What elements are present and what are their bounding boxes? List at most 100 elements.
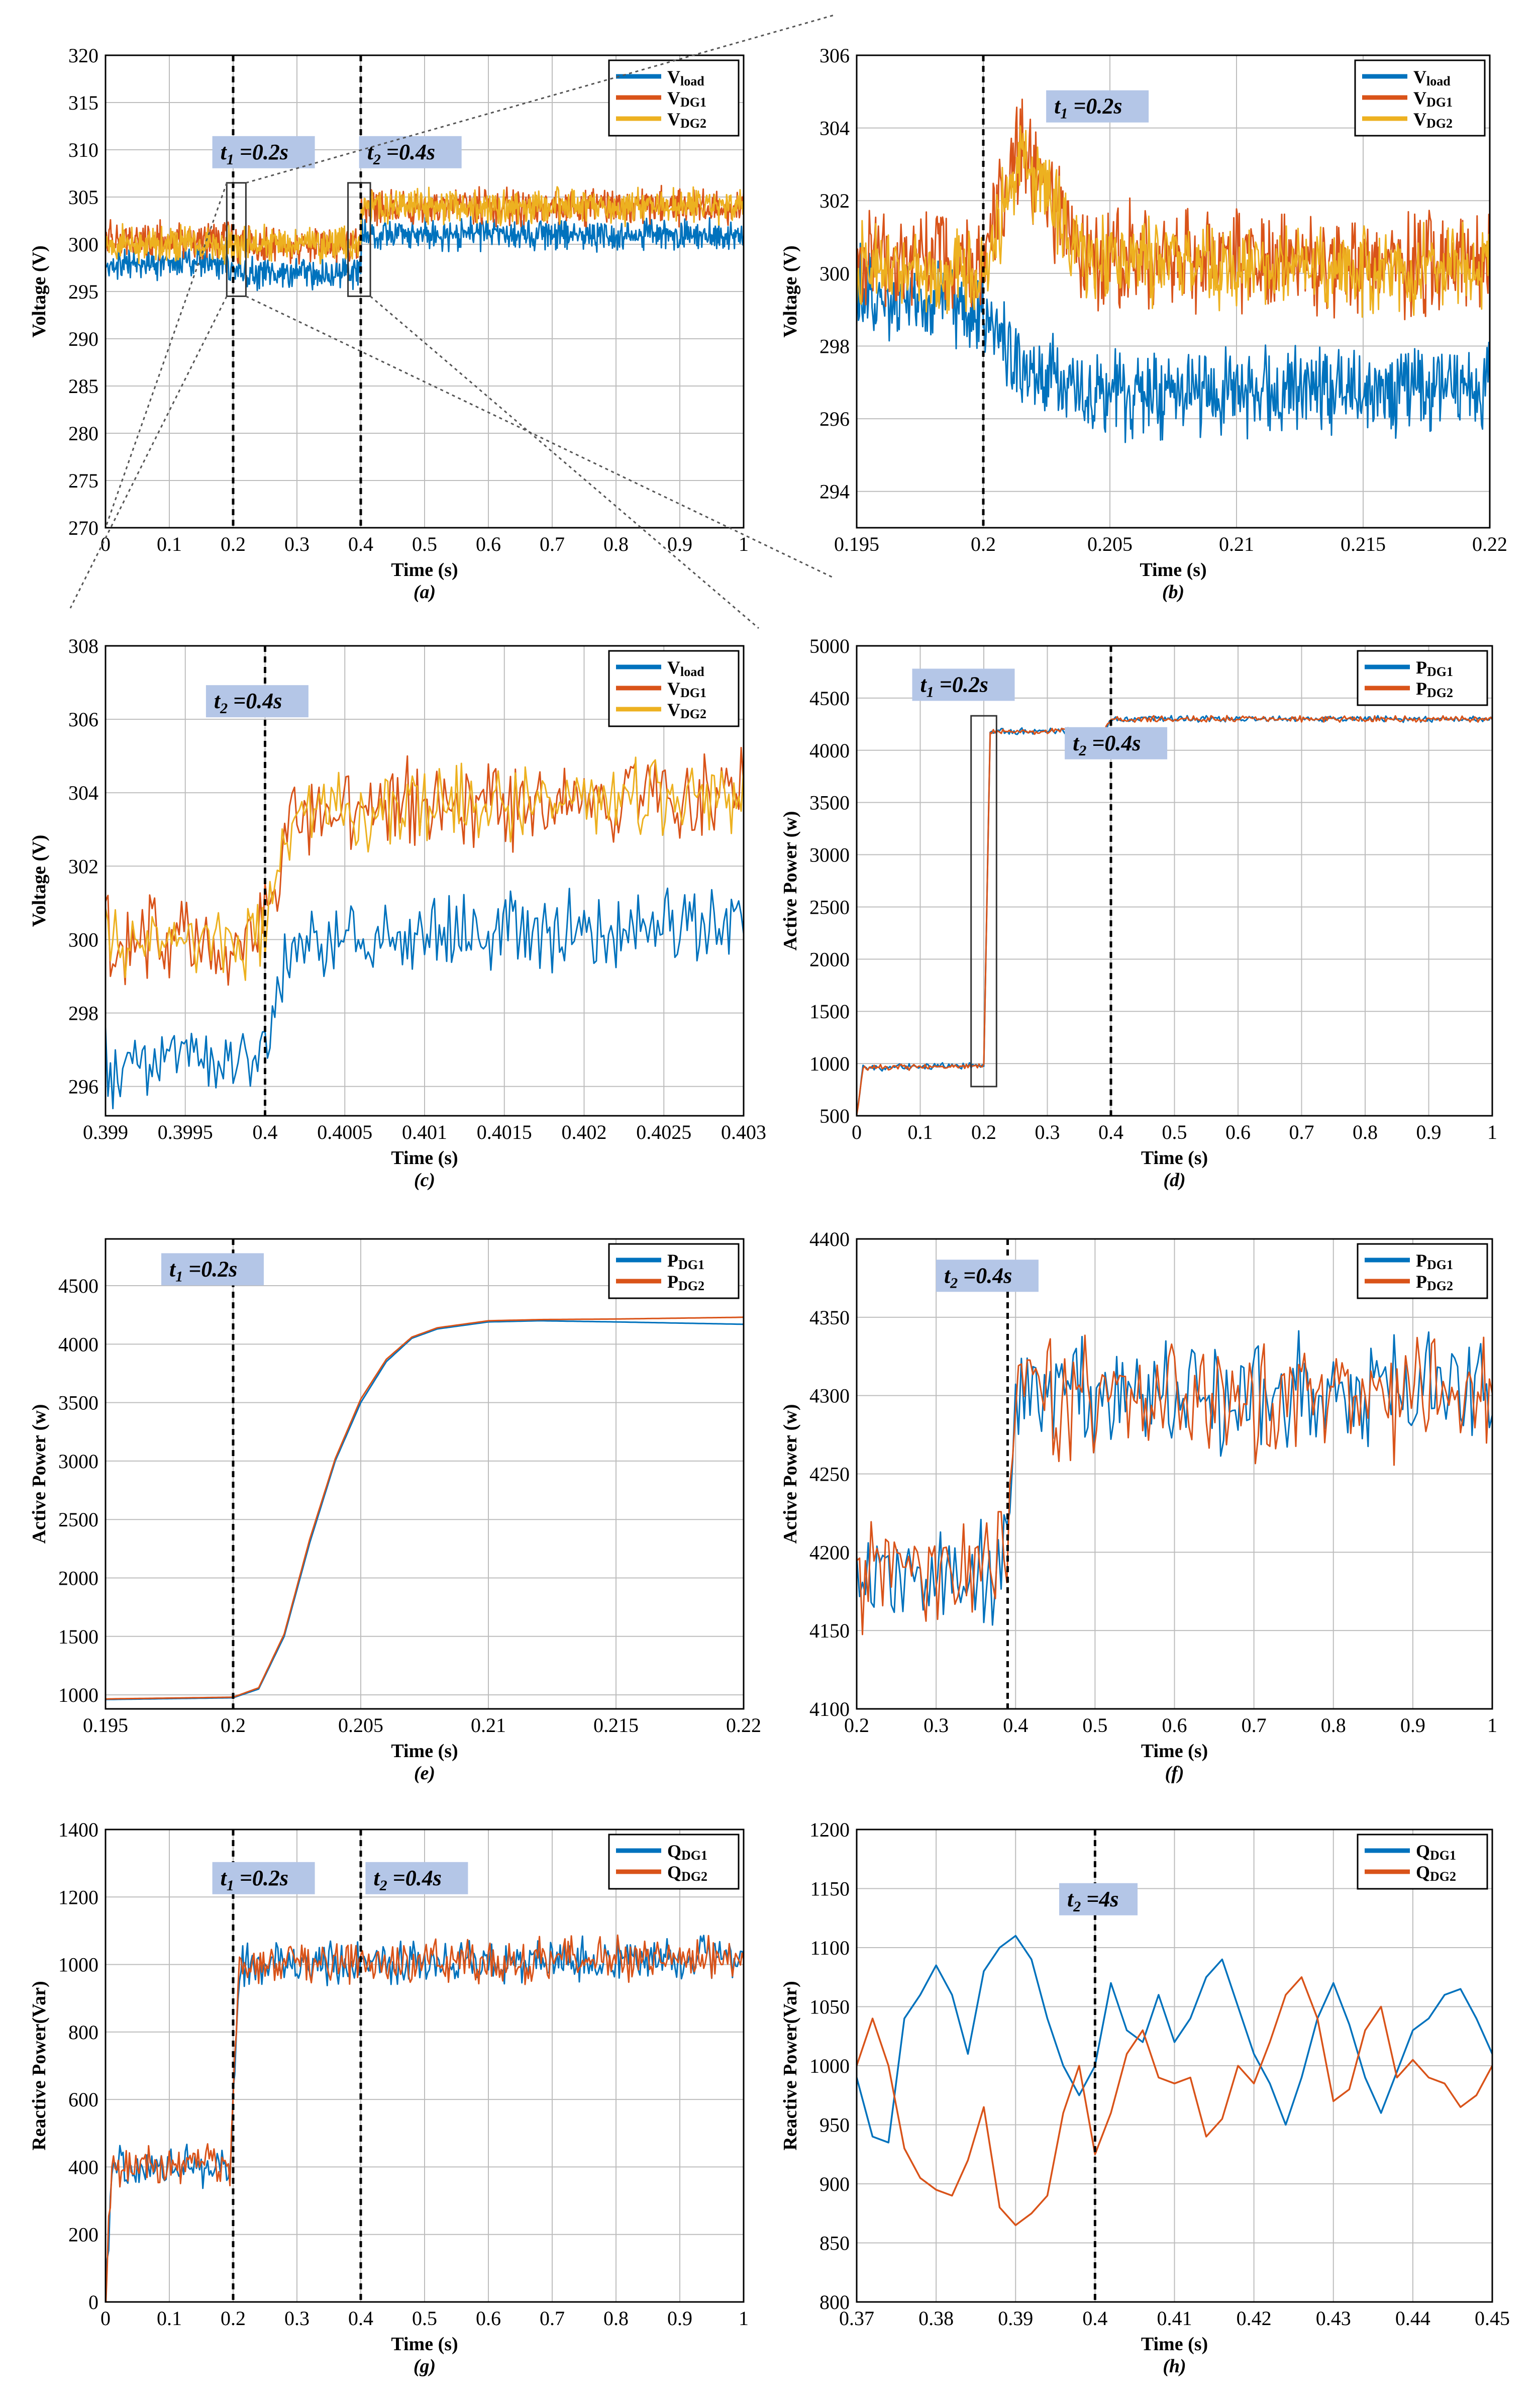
- y-tick-label: 4500: [58, 1275, 98, 1297]
- x-tick-label: 0.2: [971, 533, 996, 555]
- axes-frame: [105, 1238, 745, 1710]
- legend-box: [1357, 1243, 1488, 1299]
- y-axis-label: Reactive Power(Var): [29, 1981, 50, 2150]
- series-group: [857, 1330, 1492, 1635]
- series-line-PDG2: [857, 715, 1492, 1115]
- y-tick-label: 4350: [809, 1306, 850, 1329]
- time-annotation-bg: [212, 1862, 315, 1894]
- axes-frame: [105, 54, 745, 529]
- axes-frame: [856, 54, 1491, 529]
- x-tick-label: 0.22: [726, 1714, 761, 1737]
- y-tick-label: 296: [68, 1076, 98, 1098]
- zoom-connectors: [69, 14, 835, 629]
- y-tick-label: 304: [68, 782, 98, 804]
- panel-caption: (h): [1163, 2356, 1186, 2377]
- y-tick-label: 3000: [58, 1450, 98, 1473]
- time-annotation: t1 =0.2s: [1054, 94, 1122, 122]
- legend-label: Vload: [667, 67, 704, 88]
- y-tick-label: 290: [68, 328, 98, 350]
- x-tick-label: 0.4015: [477, 1121, 532, 1143]
- x-tick-label: 0.41: [1157, 2307, 1192, 2330]
- time-annotation: t2 =0.4s: [1073, 731, 1141, 759]
- legend-box: [608, 1834, 740, 1890]
- x-tick-label: 0.205: [338, 1714, 383, 1737]
- legend-label: VDG1: [667, 679, 706, 700]
- x-tick-label: 0.3: [924, 1714, 949, 1737]
- x-tick-label: 0.3: [284, 533, 310, 555]
- x-axis-label: Time (s): [391, 559, 458, 581]
- series-line-QDG1: [857, 1935, 1492, 2144]
- y-tick-label: 1000: [809, 2055, 850, 2077]
- x-tick-label: 0.6: [476, 2307, 501, 2330]
- series-group: [106, 1316, 744, 1700]
- chart-a: 0 0.1 0.2 0.3 0.4 0.5 0.6 0.7 0.8 0.9 1 270 275 280 28…: [29, 44, 749, 603]
- legend-label: QDG1: [1416, 1841, 1456, 1863]
- x-axis-label: Time (s): [1141, 1147, 1208, 1169]
- y-axis-label: Voltage (V): [780, 245, 801, 337]
- x-tick-label: 0.2: [221, 1714, 246, 1737]
- x-tick-label: 0.402: [562, 1121, 607, 1143]
- x-tick-label: 0.5: [1162, 1121, 1187, 1143]
- legend-label: PDG2: [667, 1272, 704, 1293]
- chart-d: 0 0.1 0.2 0.3 0.4 0.5 0.6 0.7 0.8 0.9 150010001500…: [780, 635, 1497, 1191]
- x-tick-label: 0.401: [402, 1121, 447, 1143]
- y-tick-label: 300: [68, 233, 98, 256]
- series-line-VDG2: [106, 186, 744, 265]
- time-annotation-bg: [206, 685, 309, 718]
- series-line-PDG1: [857, 1330, 1492, 1626]
- y-tick-label: 302: [819, 189, 850, 212]
- legend-box: [1357, 650, 1488, 706]
- x-tick-label: 0.5: [412, 2307, 437, 2330]
- y-tick-label: 950: [819, 2114, 850, 2137]
- x-axis-label: Time (s): [1140, 559, 1206, 581]
- chart-f: 0.2 0.3 0.4 0.5 0.6 0.7 0.8 0.9 1 4100 4150 4200 425…: [780, 1228, 1497, 1784]
- y-tick-label: 1000: [58, 1684, 98, 1706]
- x-tick-label: 0.215: [593, 1714, 639, 1737]
- legend-label: PDG2: [1416, 679, 1453, 700]
- y-axis-label: Active Power (w): [780, 811, 801, 951]
- legend-label: Vload: [667, 657, 704, 679]
- y-tick-label: 4000: [809, 739, 850, 762]
- x-tick-label: 0: [852, 1121, 862, 1143]
- time-annotation: t2 =0.4s: [367, 140, 435, 168]
- x-tick-label: 0: [100, 2307, 111, 2330]
- x-tick-label: 1: [739, 533, 749, 555]
- y-tick-label: 270: [68, 517, 98, 539]
- x-tick-label: 0.4: [348, 533, 373, 555]
- y-tick-label: 1400: [58, 1818, 98, 1841]
- series-line-QDG2: [106, 1934, 744, 2302]
- time-annotation-bg: [365, 1862, 468, 1894]
- x-tick-label: 0.2: [844, 1714, 869, 1737]
- x-tick-label: 0.195: [83, 1714, 128, 1737]
- y-tick-label: 305: [68, 186, 98, 209]
- y-tick-label: 308: [68, 635, 98, 657]
- plot-area: [106, 1239, 744, 1709]
- panel-caption: (b): [1162, 582, 1184, 603]
- y-tick-label: 1200: [58, 1886, 98, 1908]
- legend-label: Vload: [1413, 67, 1451, 88]
- time-annotation-bg: [912, 668, 1015, 701]
- x-tick-label: 0.4025: [636, 1121, 691, 1143]
- y-tick-label: 298: [819, 335, 850, 357]
- y-tick-label: 300: [68, 928, 98, 951]
- legend-label: VDG2: [667, 109, 706, 131]
- y-tick-label: 800: [819, 2291, 850, 2314]
- x-tick-label: 0.2: [221, 533, 246, 555]
- x-tick-label: 0.4: [348, 2307, 373, 2330]
- x-tick-label: 0: [100, 533, 111, 555]
- x-tick-label: 1: [1487, 1121, 1497, 1143]
- x-tick-label: 0.6: [1225, 1121, 1251, 1143]
- y-tick-label: 4250: [809, 1463, 850, 1486]
- time-annotation: t1 =0.2s: [221, 1866, 288, 1894]
- x-tick-label: 0.399: [83, 1121, 128, 1143]
- x-tick-label: 0.2: [971, 1121, 996, 1143]
- x-tick-label: 0.5: [412, 533, 437, 555]
- series-line-Vload: [857, 242, 1490, 443]
- axes-frame: [856, 1238, 1493, 1710]
- series-line-Vload: [106, 216, 744, 292]
- y-tick-label: 200: [68, 2224, 98, 2246]
- zoom-box: [347, 182, 371, 297]
- x-tick-label: 0.7: [1289, 1121, 1314, 1143]
- y-tick-label: 800: [68, 2021, 98, 2044]
